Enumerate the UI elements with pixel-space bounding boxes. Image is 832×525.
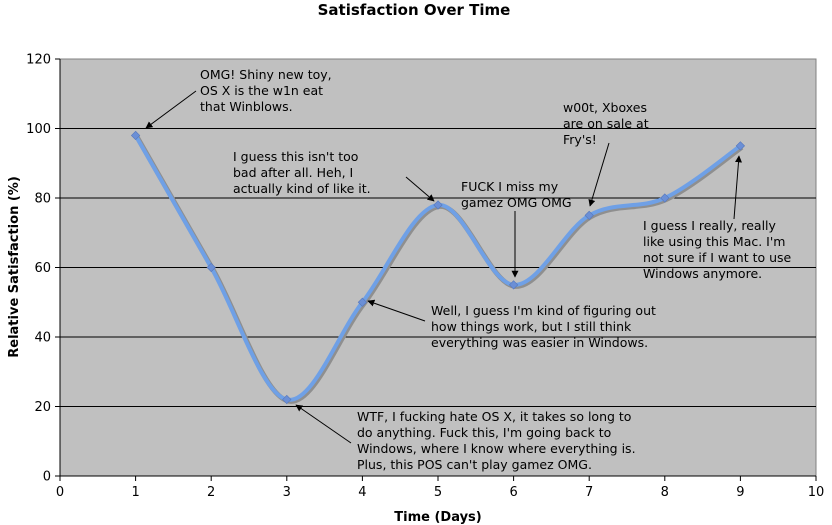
annotation-arrow xyxy=(733,155,742,220)
annotations: OMG! Shiny new toy, OS X is the w1n eat th… xyxy=(200,67,792,472)
annotation-line: OMG! Shiny new toy, xyxy=(200,67,332,82)
annotation-text: OMG! Shiny new toy, OS X is the w1n eat th… xyxy=(200,67,332,114)
annotation-arrow xyxy=(367,299,426,322)
annotation-line: do anything. Fuck this, I'm going back t… xyxy=(357,425,611,440)
data-point xyxy=(735,141,746,151)
annotation-text: Well, I guess I'm kind of figuring out ho… xyxy=(431,303,656,350)
y-tick-label: 80 xyxy=(34,192,51,207)
data-point xyxy=(584,210,594,220)
annotation-line: gamez OMG OMG xyxy=(461,195,572,210)
y-tick-label: 60 xyxy=(34,261,51,276)
annotation-line: WTF, I fucking hate OS X, it takes so lo… xyxy=(357,409,631,424)
data-point xyxy=(357,297,368,307)
annotation-line: actually kind of like it. xyxy=(233,181,371,196)
annotation-line: Well, I guess I'm kind of figuring out xyxy=(431,303,656,318)
annotation-line: are on sale at xyxy=(563,116,649,131)
x-tick-label: 10 xyxy=(808,485,825,500)
annotation-line: Windows, where I know where everything i… xyxy=(357,441,636,456)
y-tick-label: 120 xyxy=(26,53,51,68)
annotation-line: w00t, Xboxes xyxy=(563,100,647,115)
x-tick-labels: 0 1 2 3 4 5 6 7 8 9 10 xyxy=(56,485,824,500)
annotation-line: I guess this isn't too xyxy=(233,149,358,164)
annotation-arrow xyxy=(588,142,610,207)
annotation-line: Fry's! xyxy=(563,132,597,147)
x-tick-label: 5 xyxy=(434,485,442,500)
data-point xyxy=(660,193,670,203)
annotation-line: that Winblows. xyxy=(200,99,293,114)
annotation-arrows xyxy=(145,90,742,444)
x-tick-label: 6 xyxy=(509,485,517,500)
annotation-arrow xyxy=(145,90,197,129)
annotation-line: FUCK I miss my xyxy=(461,179,559,194)
x-tick-label: 9 xyxy=(736,485,744,500)
annotation-line: Windows anymore. xyxy=(643,266,762,281)
data-markers xyxy=(130,130,746,405)
x-tick-label: 0 xyxy=(56,485,64,500)
chart-title: Satisfaction Over Time xyxy=(318,1,511,19)
x-tick-label: 7 xyxy=(585,485,593,500)
data-point xyxy=(433,200,443,210)
data-point xyxy=(282,394,292,405)
y-tick-label: 20 xyxy=(34,400,51,415)
y-tick-label: 100 xyxy=(26,122,51,137)
annotation-line: bad after all. Heh, I xyxy=(233,165,353,180)
annotation-line: not sure if I want to use xyxy=(643,250,792,265)
series-layer xyxy=(133,134,744,404)
y-tick-labels: 0 20 40 60 80 100 120 xyxy=(26,53,51,485)
annotation-text: I guess I really, really like using this … xyxy=(643,218,792,281)
data-point xyxy=(508,280,519,290)
y-tick-label: 40 xyxy=(34,331,51,346)
annotation-text: WTF, I fucking hate OS X, it takes so lo… xyxy=(357,409,636,472)
annotation-line: everything was easier in Windows. xyxy=(431,335,648,350)
annotation-line: I guess I really, really xyxy=(643,218,777,233)
annotation-arrow xyxy=(295,404,352,444)
annotation-text: FUCK I miss my gamez OMG OMG xyxy=(461,179,572,210)
annotation-text: w00t, Xboxes are on sale at Fry's! xyxy=(563,100,649,147)
data-point xyxy=(206,262,216,273)
annotation-line: how things work, but I still think xyxy=(431,319,632,334)
annotation-line: Plus, this POS can't play gamez OMG. xyxy=(357,457,592,472)
annotation-text: I guess this isn't too bad after all. Heh… xyxy=(233,149,371,196)
y-axis-label: Relative Satisfaction (%) xyxy=(7,176,22,358)
y-tick-label: 0 xyxy=(43,470,51,485)
annotation-arrow xyxy=(405,176,435,202)
x-tick-label: 1 xyxy=(131,485,139,500)
x-tick-label: 2 xyxy=(207,485,215,500)
x-tick-label: 4 xyxy=(358,485,366,500)
x-tick-label: 8 xyxy=(661,485,669,500)
x-tick-label: 3 xyxy=(283,485,291,500)
annotation-line: OS X is the w1n eat xyxy=(200,83,323,98)
series-line xyxy=(133,134,742,402)
annotation-line: like using this Mac. I'm xyxy=(643,234,786,249)
x-axis-label: Time (Days) xyxy=(394,510,481,525)
axes xyxy=(55,58,817,481)
data-point xyxy=(130,130,141,141)
gridlines xyxy=(60,128,816,407)
